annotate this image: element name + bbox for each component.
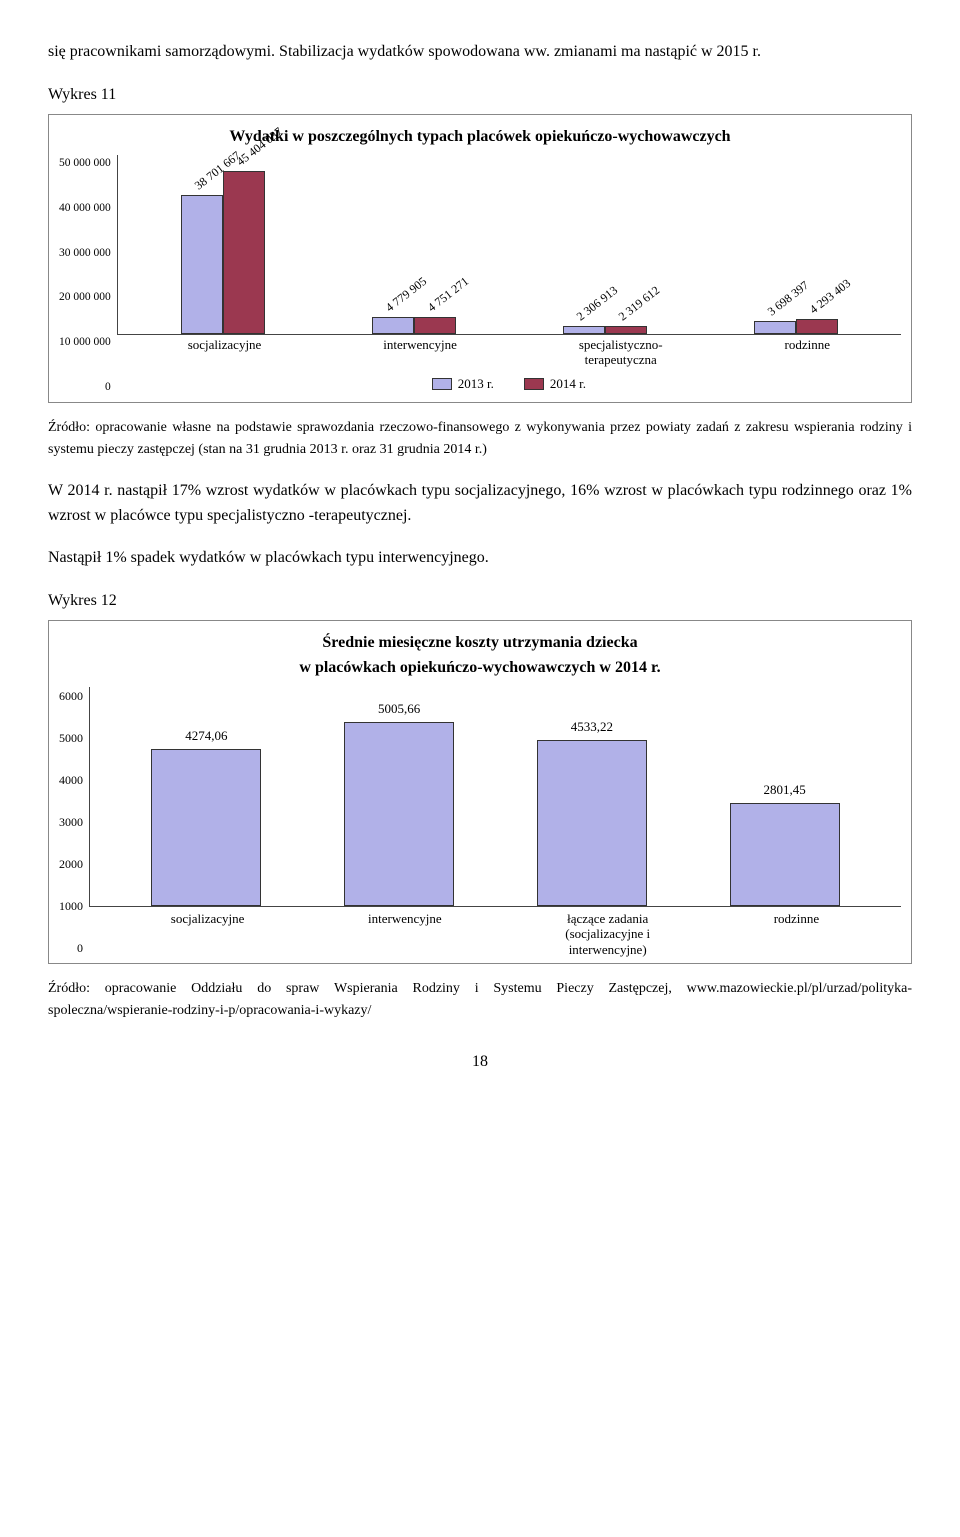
x-label: socjalizacyjne xyxy=(171,911,245,958)
bar-2014: 2 319 612 xyxy=(605,326,647,334)
x-label: rodzinne xyxy=(774,911,819,958)
legend-label: 2013 r. xyxy=(458,374,494,394)
data-label: 4533,22 xyxy=(571,717,613,737)
bar-group-rodzinne: 3 698 397 4 293 403 xyxy=(754,319,838,334)
chart-11-y-axis: 0 10 000 000 20 000 000 30 000 000 40 00… xyxy=(59,155,117,396)
chart-11-plot: 38 701 667 45 404 037 4 779 905 4 751 27… xyxy=(117,155,901,335)
bar-interwencyjne: 5005,66 xyxy=(344,722,454,906)
chart-12-container: Średnie miesięczne koszty utrzymania dzi… xyxy=(48,620,912,964)
wykres12-label: Wykres 12 xyxy=(48,589,912,614)
y-tick-label: 1000 xyxy=(59,897,83,916)
y-tick-label: 30 000 000 xyxy=(59,245,111,263)
x-label: specjalistyczno- terapeutyczna xyxy=(579,338,663,368)
data-label: 4274,06 xyxy=(185,726,227,746)
data-label: 2 319 612 xyxy=(614,281,663,325)
chart-12-y-axis: 0 1000 2000 3000 4000 5000 6000 xyxy=(59,687,89,958)
chart-11-container: Wydatki w poszczególnych typach placówek… xyxy=(48,114,912,404)
data-label: 4 751 271 xyxy=(424,272,473,316)
bar-socjalizacyjne: 4274,06 xyxy=(151,749,261,906)
y-tick-label: 2000 xyxy=(59,855,83,874)
bar-2013: 38 701 667 xyxy=(181,195,223,334)
chart-12-title-line2: w placówkach opiekuńczo-wychowawczych w … xyxy=(299,659,660,676)
chart-12-title: Średnie miesięczne koszty utrzymania dzi… xyxy=(59,631,901,681)
x-label: łączące zadania (socjalizacyjne i interw… xyxy=(565,911,650,958)
wykres11-source: Źródło: opracowanie własne na podstawie … xyxy=(48,417,912,460)
chart-11-title: Wydatki w poszczególnych typach placówek… xyxy=(59,125,901,150)
bar-group-specjalistyczno: 2 306 913 2 319 612 xyxy=(563,326,647,334)
x-label: interwencyjne xyxy=(383,338,457,368)
body-paragraph-2: Nastąpił 1% spadek wydatków w placówkach… xyxy=(48,546,912,571)
bar-group-interwencyjne: 4 779 905 4 751 271 xyxy=(372,317,456,334)
wykres12-source: Źródło: opracowanie Oddziału do spraw Ws… xyxy=(48,978,912,1021)
legend-item-2013: 2013 r. xyxy=(432,374,494,394)
y-tick-label: 40 000 000 xyxy=(59,200,111,218)
legend-swatch xyxy=(524,378,544,390)
data-label: 4 779 905 xyxy=(382,272,431,316)
x-label: interwencyjne xyxy=(368,911,442,958)
chart-12-plot: 4274,06 5005,66 4533,22 2801,45 xyxy=(89,687,901,907)
data-label: 4 293 403 xyxy=(805,274,854,318)
y-tick-label: 50 000 000 xyxy=(59,155,111,173)
legend-swatch xyxy=(432,378,452,390)
data-label: 2 306 913 xyxy=(572,281,621,325)
chart-12-x-labels: socjalizacyjne interwencyjne łączące zad… xyxy=(89,907,901,958)
legend-item-2014: 2014 r. xyxy=(524,374,586,394)
bar-2014: 4 293 403 xyxy=(796,319,838,334)
bar-laczace: 4533,22 xyxy=(537,740,647,906)
y-tick-label: 0 xyxy=(59,939,83,958)
data-label: 2801,45 xyxy=(764,780,806,800)
x-label: rodzinne xyxy=(785,338,830,368)
x-label: socjalizacyjne xyxy=(188,338,262,368)
page-number: 18 xyxy=(48,1050,912,1075)
chart-12-title-line1: Średnie miesięczne koszty utrzymania dzi… xyxy=(322,634,637,651)
bar-2014: 45 404 037 xyxy=(223,171,265,334)
wykres11-label: Wykres 11 xyxy=(48,83,912,108)
y-tick-label: 5000 xyxy=(59,729,83,748)
bar-group-socjalizacyjne: 38 701 667 45 404 037 xyxy=(181,171,265,334)
data-label: 3 698 397 xyxy=(763,276,812,320)
y-tick-label: 6000 xyxy=(59,687,83,706)
body-paragraph-1: W 2014 r. nastąpił 17% wzrost wydatków w… xyxy=(48,479,912,529)
y-tick-label: 0 xyxy=(59,379,111,397)
y-tick-label: 3000 xyxy=(59,813,83,832)
chart-11-legend: 2013 r. 2014 r. xyxy=(117,368,901,396)
intro-paragraph: się pracownikami samorządowymi. Stabiliz… xyxy=(48,40,912,65)
bar-2013: 2 306 913 xyxy=(563,326,605,334)
data-label: 5005,66 xyxy=(378,699,420,719)
bar-2013: 4 779 905 xyxy=(372,317,414,334)
chart-11-x-labels: socjalizacyjne interwencyjne specjalisty… xyxy=(117,335,901,368)
y-tick-label: 20 000 000 xyxy=(59,289,111,307)
bar-rodzinne: 2801,45 xyxy=(730,803,840,906)
bar-2013: 3 698 397 xyxy=(754,321,796,334)
y-tick-label: 10 000 000 xyxy=(59,334,111,352)
bar-2014: 4 751 271 xyxy=(414,317,456,334)
y-tick-label: 4000 xyxy=(59,771,83,790)
legend-label: 2014 r. xyxy=(550,374,586,394)
